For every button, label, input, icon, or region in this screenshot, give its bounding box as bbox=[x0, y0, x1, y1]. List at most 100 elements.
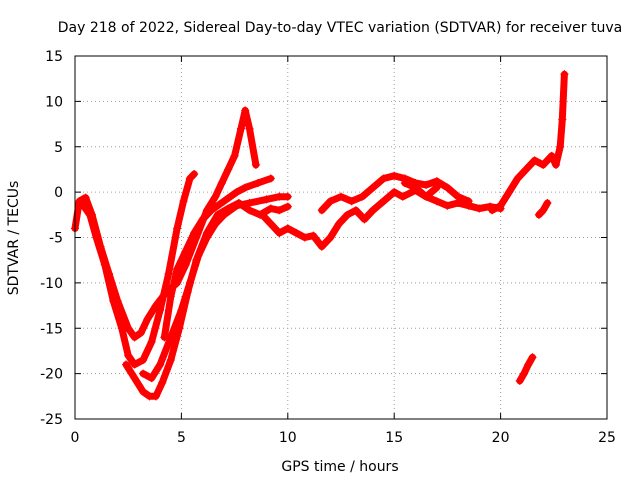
data-point bbox=[139, 356, 148, 365]
y-tick-label: 15 bbox=[45, 49, 63, 65]
data-point bbox=[283, 224, 292, 233]
data-point bbox=[522, 165, 531, 174]
data-point bbox=[100, 260, 109, 269]
data-point bbox=[543, 199, 552, 208]
series-arc-11 bbox=[515, 353, 537, 385]
data-point bbox=[317, 206, 326, 215]
data-point bbox=[534, 210, 543, 219]
data-point bbox=[443, 183, 452, 192]
series-arc-3 bbox=[122, 199, 292, 401]
data-point bbox=[528, 353, 537, 362]
plot-data bbox=[71, 70, 569, 401]
tick-labels: 0 5 10 15 20 25 -25 -20 -15 -10 -5 0 5 10 15 bbox=[40, 49, 616, 446]
data-point bbox=[164, 269, 173, 278]
data-point bbox=[166, 356, 175, 365]
data-point bbox=[398, 192, 407, 201]
data-point bbox=[202, 233, 211, 242]
data-point bbox=[177, 306, 186, 315]
data-point bbox=[275, 228, 284, 237]
data-point bbox=[81, 193, 90, 202]
series-trace bbox=[71, 106, 260, 341]
data-point bbox=[368, 183, 377, 192]
series-trace bbox=[401, 179, 505, 212]
data-point bbox=[309, 231, 318, 240]
data-point bbox=[143, 315, 152, 324]
data-point bbox=[219, 197, 228, 206]
data-point bbox=[245, 124, 254, 133]
data-point bbox=[181, 247, 190, 256]
data-point bbox=[326, 197, 335, 206]
data-point bbox=[432, 177, 441, 186]
data-point bbox=[245, 206, 254, 215]
x-tick-label: 5 bbox=[177, 430, 186, 446]
data-point bbox=[539, 160, 548, 169]
data-point bbox=[136, 328, 145, 337]
data-point bbox=[292, 228, 301, 237]
series-arc-1 bbox=[71, 106, 260, 342]
data-point bbox=[241, 106, 250, 115]
y-tick-label: 5 bbox=[54, 140, 63, 156]
data-point bbox=[236, 124, 245, 133]
data-point bbox=[443, 201, 452, 210]
x-tick-label: 25 bbox=[598, 430, 616, 446]
data-point bbox=[179, 197, 188, 206]
y-tick-label: -20 bbox=[40, 367, 63, 383]
data-point bbox=[266, 204, 275, 213]
data-point bbox=[160, 333, 169, 342]
data-point bbox=[75, 197, 84, 206]
y-tick-label: 10 bbox=[45, 94, 63, 110]
data-point bbox=[130, 360, 139, 369]
data-point bbox=[275, 192, 284, 201]
data-point bbox=[464, 201, 473, 210]
data-point bbox=[254, 179, 263, 188]
data-point bbox=[505, 188, 514, 197]
data-point bbox=[317, 242, 326, 251]
data-point bbox=[343, 210, 352, 219]
x-tick-label: 0 bbox=[71, 430, 80, 446]
data-point bbox=[109, 297, 118, 306]
series-arc-2 bbox=[79, 169, 199, 369]
data-point bbox=[326, 233, 335, 242]
data-point bbox=[358, 192, 367, 201]
data-point bbox=[211, 192, 220, 201]
series-trace bbox=[160, 175, 275, 341]
data-point bbox=[190, 169, 199, 178]
data-point bbox=[266, 219, 275, 228]
series-arc-5 bbox=[160, 174, 275, 342]
data-point bbox=[360, 215, 369, 224]
data-point bbox=[262, 195, 271, 204]
data-point bbox=[334, 219, 343, 228]
data-point bbox=[156, 360, 165, 369]
data-point bbox=[547, 151, 556, 160]
data-point bbox=[173, 224, 182, 233]
data-point bbox=[147, 374, 156, 383]
data-point bbox=[520, 369, 529, 378]
data-point bbox=[337, 192, 345, 201]
data-point bbox=[556, 142, 565, 151]
data-point bbox=[488, 206, 497, 215]
data-point bbox=[515, 376, 524, 385]
data-point bbox=[551, 160, 560, 169]
data-point bbox=[139, 387, 148, 396]
data-point bbox=[558, 115, 567, 124]
data-point bbox=[390, 171, 399, 180]
data-point bbox=[258, 210, 267, 219]
data-point bbox=[224, 165, 233, 174]
data-point bbox=[379, 197, 388, 206]
series-trace bbox=[516, 353, 536, 385]
series-trace bbox=[258, 184, 441, 251]
data-point bbox=[524, 360, 533, 369]
data-point bbox=[130, 333, 139, 342]
x-axis-label: GPS time / hours bbox=[281, 459, 398, 475]
y-axis-label: SDTVAR / TECUs bbox=[6, 181, 22, 296]
data-point bbox=[122, 360, 131, 369]
data-point bbox=[92, 233, 101, 242]
data-point bbox=[79, 201, 88, 210]
data-point bbox=[232, 188, 241, 197]
data-point bbox=[158, 378, 167, 387]
data-point bbox=[194, 251, 203, 260]
data-point bbox=[251, 160, 260, 169]
y-tick-label: 0 bbox=[54, 185, 63, 201]
data-point bbox=[117, 324, 126, 333]
